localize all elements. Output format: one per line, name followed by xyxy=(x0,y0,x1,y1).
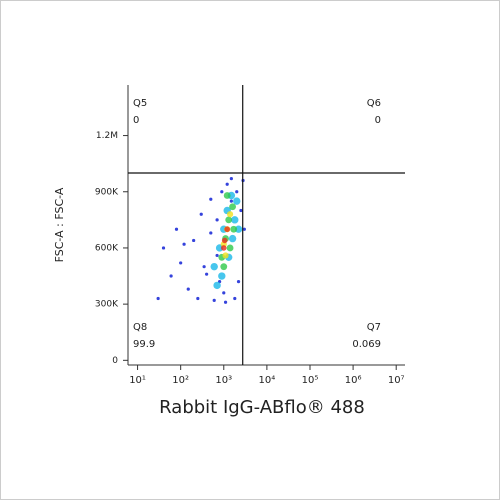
point xyxy=(196,296,200,301)
point xyxy=(242,227,246,231)
point xyxy=(182,242,186,246)
point xyxy=(221,237,228,244)
x-tick-label: 10² xyxy=(172,375,189,386)
point xyxy=(209,231,213,235)
y-tick-label: 1.2M xyxy=(96,131,118,141)
point xyxy=(174,227,179,231)
point xyxy=(223,192,231,199)
x-tick-label: 10⁵ xyxy=(302,375,319,386)
point xyxy=(205,272,209,276)
point xyxy=(226,211,234,218)
point xyxy=(220,190,224,194)
point xyxy=(220,263,228,271)
x-tick-label: 10¹ xyxy=(129,375,146,386)
point xyxy=(169,274,173,278)
point xyxy=(229,199,233,203)
quadrant-value: 0.069 xyxy=(352,339,381,350)
point xyxy=(213,281,221,290)
quadrant-value: 0 xyxy=(375,115,381,126)
x-tick-label: 10⁷ xyxy=(388,375,405,386)
point xyxy=(233,197,241,205)
quadrant-name: Q6 xyxy=(367,98,381,109)
point xyxy=(218,272,226,280)
point xyxy=(231,216,239,224)
point xyxy=(224,226,230,233)
point xyxy=(229,177,233,181)
x-tick-label: 10³ xyxy=(215,375,232,386)
point xyxy=(223,300,228,304)
point xyxy=(199,212,203,216)
quadrant-name: Q5 xyxy=(133,98,147,109)
y-tick-label: 600K xyxy=(95,243,119,253)
point xyxy=(225,182,229,186)
y-tick-label: 0 xyxy=(112,356,118,366)
point xyxy=(226,244,234,252)
y-tick-label: 900K xyxy=(95,187,119,197)
point xyxy=(239,208,243,213)
point xyxy=(215,253,219,258)
quadrant-value: 0 xyxy=(133,115,139,126)
point xyxy=(192,238,196,243)
point xyxy=(156,296,160,301)
x-tick-label: 10⁴ xyxy=(259,375,276,386)
point xyxy=(235,190,239,194)
point xyxy=(179,261,183,265)
point xyxy=(222,252,229,259)
y-axis-title: FSC-A : FSC-A xyxy=(53,187,66,262)
quadrant-name: Q8 xyxy=(133,322,147,333)
point xyxy=(234,225,243,233)
point xyxy=(233,296,237,301)
point xyxy=(230,225,238,233)
quadrant-value: 99.9 xyxy=(133,339,155,350)
point xyxy=(186,287,190,291)
point xyxy=(220,245,227,251)
point xyxy=(228,234,237,243)
quadrant-name: Q7 xyxy=(367,322,381,333)
point xyxy=(225,216,233,224)
point xyxy=(202,265,206,269)
point xyxy=(236,280,241,284)
y-tick-label: 300K xyxy=(95,300,119,310)
point xyxy=(215,218,219,222)
point xyxy=(161,246,166,250)
point xyxy=(210,262,218,271)
x-axis-title: Rabbit IgG-ABflo® 488 xyxy=(159,397,365,418)
point xyxy=(229,203,236,211)
point xyxy=(222,291,226,295)
point xyxy=(212,298,216,302)
x-tick-label: 10⁶ xyxy=(345,375,362,386)
point xyxy=(209,197,213,201)
